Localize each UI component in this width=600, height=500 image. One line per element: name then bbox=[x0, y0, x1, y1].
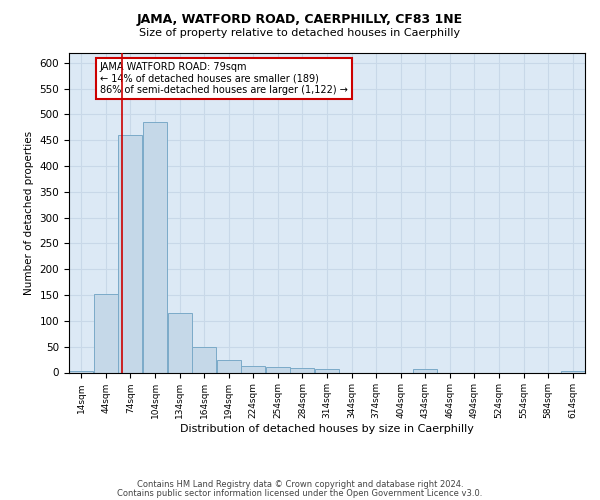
Bar bbox=[192, 346, 216, 372]
Text: Contains HM Land Registry data © Crown copyright and database right 2024.: Contains HM Land Registry data © Crown c… bbox=[137, 480, 463, 489]
Bar bbox=[413, 370, 437, 372]
Bar bbox=[217, 360, 241, 372]
Text: Size of property relative to detached houses in Caerphilly: Size of property relative to detached ho… bbox=[139, 28, 461, 38]
Bar bbox=[290, 368, 314, 372]
Bar bbox=[241, 366, 265, 372]
Bar bbox=[94, 294, 118, 372]
Y-axis label: Number of detached properties: Number of detached properties bbox=[24, 130, 34, 294]
X-axis label: Distribution of detached houses by size in Caerphilly: Distribution of detached houses by size … bbox=[180, 424, 474, 434]
Bar bbox=[118, 135, 142, 372]
Bar bbox=[266, 368, 290, 372]
Text: JAMA, WATFORD ROAD, CAERPHILLY, CF83 1NE: JAMA, WATFORD ROAD, CAERPHILLY, CF83 1NE bbox=[137, 12, 463, 26]
Bar bbox=[561, 371, 584, 372]
Bar bbox=[315, 370, 339, 372]
Bar bbox=[167, 313, 191, 372]
Text: Contains public sector information licensed under the Open Government Licence v3: Contains public sector information licen… bbox=[118, 488, 482, 498]
Text: JAMA WATFORD ROAD: 79sqm
← 14% of detached houses are smaller (189)
86% of semi-: JAMA WATFORD ROAD: 79sqm ← 14% of detach… bbox=[100, 62, 348, 96]
Bar bbox=[143, 122, 167, 372]
Bar bbox=[70, 371, 93, 372]
